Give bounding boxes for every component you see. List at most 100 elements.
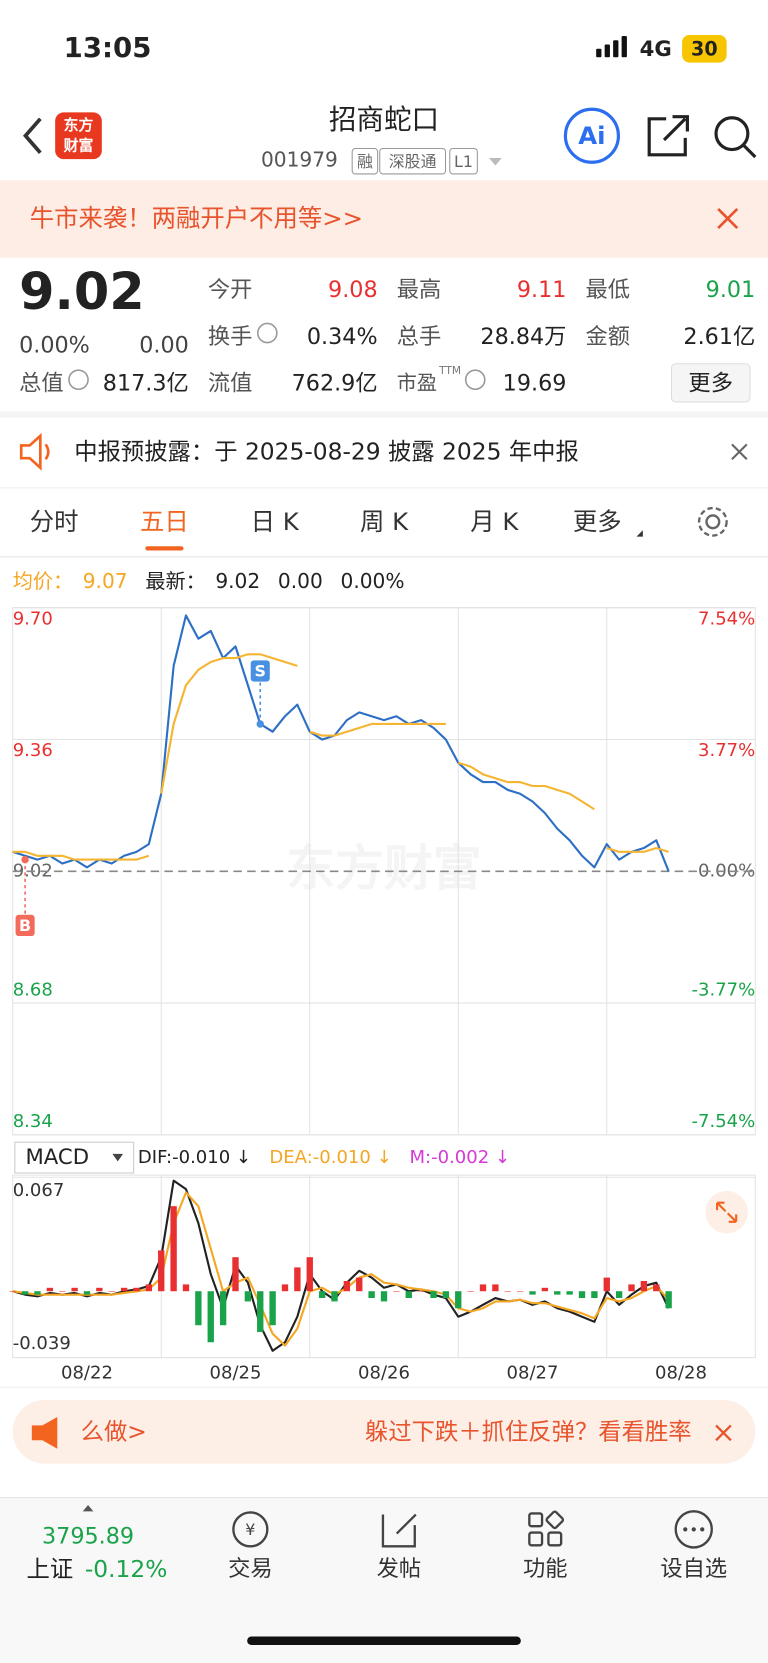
x-tick-label: 08/26: [358, 1362, 410, 1383]
last-label: 最新：: [145, 569, 205, 593]
index-name[interactable]: 上证: [27, 1555, 74, 1583]
settings-button[interactable]: [697, 506, 728, 537]
tab[interactable]: 月 K: [470, 507, 519, 536]
marker-label: S: [255, 662, 266, 681]
nav-item[interactable]: 发帖: [377, 1556, 422, 1582]
more-label[interactable]: 更多: [688, 370, 733, 396]
histogram-bar: [603, 1277, 610, 1292]
banner-text[interactable]: 牛市来袭！两融开户不用等>>: [30, 204, 363, 233]
nav-item[interactable]: 功能: [523, 1556, 568, 1582]
y2-tick-label: 0.00%: [698, 860, 755, 881]
series-line: [12, 653, 669, 861]
histogram-bar: [516, 1291, 524, 1292]
legend-entry: DIF:-0.010 ↓: [138, 1147, 251, 1168]
tab[interactable]: 周 K: [360, 507, 409, 536]
indicator-name[interactable]: MACD: [25, 1145, 89, 1170]
histogram-bar: [393, 1291, 400, 1292]
change-pct: 0.00%: [19, 332, 90, 358]
histogram-bar: [554, 1291, 561, 1295]
battery-level: 30: [691, 37, 718, 60]
histogram-bar: [21, 1291, 29, 1295]
y-tick-label: -0.039: [13, 1333, 71, 1354]
histogram-bar: [541, 1287, 549, 1292]
dropdown-icon[interactable]: [489, 158, 502, 166]
field-label: 最低: [586, 277, 631, 303]
histogram-bar: [46, 1287, 54, 1292]
price-chart: 9.709.369.028.688.347.54%3.77%0.00%-3.77…: [12, 607, 756, 1136]
back-button[interactable]: [22, 117, 42, 154]
notice-text[interactable]: 中报预披露：于 2025-08-29 披露 2025 年中报: [74, 437, 579, 465]
series-line: [12, 1179, 670, 1352]
logo-text: 财富: [64, 136, 94, 154]
histogram-bar: [455, 1291, 462, 1309]
info-icon[interactable]: [68, 369, 89, 391]
x-tick-label: 08/22: [61, 1362, 113, 1383]
tab[interactable]: 更多: [573, 507, 622, 536]
index-value[interactable]: 3795.89: [42, 1523, 134, 1549]
nav-item[interactable]: 交易: [228, 1556, 273, 1582]
tab-bar: 分时 五日 日 K 周 K 月 K 更多: [30, 507, 643, 551]
nav-item[interactable]: 设自选: [660, 1556, 727, 1582]
field-label: 换手: [208, 324, 253, 350]
ad-close[interactable]: [715, 1424, 732, 1442]
histogram-bar: [504, 1291, 511, 1292]
tab[interactable]: 日 K: [251, 507, 300, 536]
histogram-bar: [578, 1291, 586, 1299]
field-value: 9.11: [517, 277, 567, 303]
ai-button[interactable]: [563, 107, 621, 164]
y2-tick-label: 3.77%: [698, 740, 755, 761]
expand-button[interactable]: [705, 1191, 748, 1234]
tag: 深股通: [389, 152, 437, 171]
ad-text[interactable]: 躲过下跌＋抓住反弹？看看胜率: [365, 1417, 692, 1445]
legend-entry: DEA:-0.010 ↓: [269, 1147, 391, 1168]
ai-label: Ai: [578, 121, 605, 150]
histogram-bar: [331, 1291, 338, 1302]
search-button[interactable]: [714, 116, 757, 159]
histogram-bar: [120, 1287, 128, 1292]
y2-tick-label: 7.54%: [698, 608, 755, 629]
trade-marker[interactable]: [256, 720, 264, 728]
info-icon[interactable]: [464, 369, 486, 391]
notice-close[interactable]: [731, 443, 748, 460]
macd-chart: 0.067 -0.039 08/22 08/25 08/26 08/27 08/28 DIF:…: [9, 1147, 756, 1383]
tag-box: [379, 147, 447, 175]
index-change[interactable]: -0.12%: [85, 1555, 168, 1583]
separator: [0, 411, 768, 418]
banner-close[interactable]: [717, 207, 739, 229]
ad-text[interactable]: 么做>: [81, 1417, 147, 1445]
field-value: 9.08: [328, 277, 378, 303]
more-button[interactable]: [670, 363, 751, 403]
signal-icon: [596, 36, 627, 58]
tab[interactable]: 分时: [30, 507, 79, 536]
field-label: 市盈: [397, 370, 437, 394]
battery: [682, 34, 727, 63]
info-icon[interactable]: [256, 322, 278, 344]
tab[interactable]: 五日: [140, 507, 189, 536]
histogram-bar: [207, 1291, 214, 1343]
histogram-bar: [281, 1284, 289, 1292]
share-button[interactable]: [647, 115, 689, 157]
speaker-icon: [19, 432, 50, 471]
last-value: 9.02: [215, 569, 260, 593]
histogram-bar: [417, 1291, 425, 1292]
histogram-bar: [195, 1291, 202, 1326]
histogram-bar: [591, 1291, 598, 1299]
histogram-bar: [343, 1281, 351, 1292]
watermark: 东方财富: [286, 840, 481, 897]
banner[interactable]: [0, 180, 768, 258]
avg-label: 均价：: [13, 569, 73, 593]
field-value: 19.69: [503, 370, 567, 396]
field-value: 28.84万: [480, 324, 566, 350]
field-label: 流值: [208, 370, 253, 396]
indicator-select[interactable]: [14, 1141, 135, 1174]
tag-row: 融深股通 L1: [351, 147, 478, 175]
tag: L1: [454, 152, 473, 171]
dots-icon: [683, 1527, 705, 1532]
histogram-bar: [232, 1257, 239, 1292]
trade-marker[interactable]: [21, 855, 29, 864]
field-value: 817.3亿: [103, 370, 189, 396]
nav-items: 交易 发帖 功能 设自选: [228, 1556, 727, 1582]
ad-bar[interactable]: [12, 1399, 756, 1464]
quote-fields: 今开 9.08 最高 9.11 最低 9.01 换手 0.34% 总手 28.84万 金额 2.61亿…: [19, 277, 755, 396]
